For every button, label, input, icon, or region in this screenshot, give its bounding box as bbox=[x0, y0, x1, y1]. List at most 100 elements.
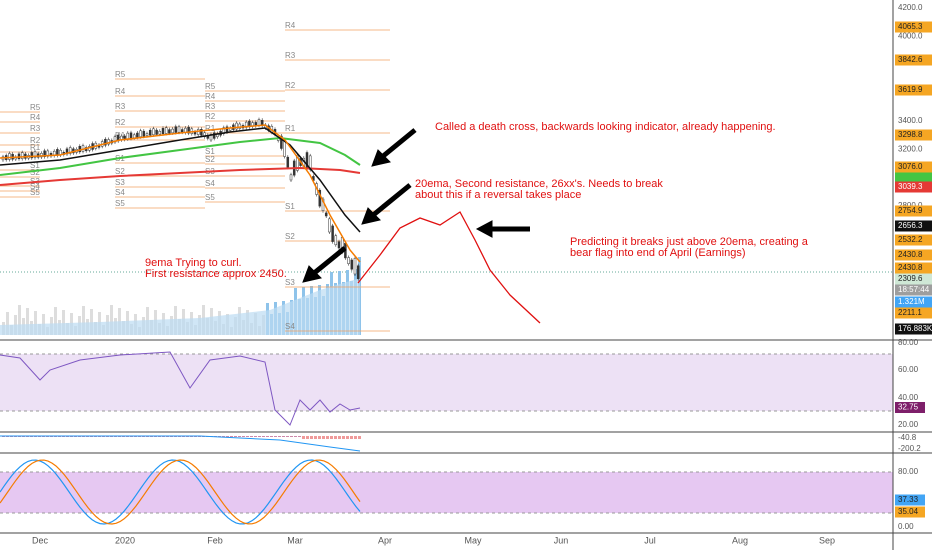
macd-bar bbox=[282, 436, 285, 437]
rsi-tick: 40.00 bbox=[898, 393, 919, 402]
pivot-label: R2 bbox=[205, 112, 216, 121]
time-tick: 2020 bbox=[115, 535, 135, 545]
price-label: 3039.3 bbox=[898, 182, 923, 191]
prediction bbox=[357, 211, 541, 324]
ema-200 bbox=[0, 166, 361, 186]
volume-bar bbox=[18, 305, 21, 335]
macd-bar bbox=[306, 436, 309, 439]
pivot-label: S5 bbox=[205, 193, 215, 202]
macd-label: -200.2 bbox=[898, 444, 921, 453]
stoch-label-bg bbox=[895, 494, 925, 506]
price-label-bg bbox=[895, 273, 932, 285]
volume-bar bbox=[6, 312, 9, 335]
time-tick: Aug bbox=[732, 535, 748, 545]
macd-bar bbox=[246, 436, 249, 437]
pivot-label: R2 bbox=[115, 118, 126, 127]
candle bbox=[104, 138, 107, 146]
macd-bar bbox=[278, 436, 281, 437]
macd-bar bbox=[330, 436, 333, 439]
price-label-bg bbox=[895, 54, 932, 66]
pivots: R5R4R3R2R1S1S2S3S4S5R5R4R3R2R1S1S2S3S4S5… bbox=[0, 21, 390, 332]
pivot-label: S3 bbox=[285, 278, 295, 287]
candle bbox=[286, 156, 290, 168]
pivot-label: R3 bbox=[30, 124, 41, 133]
volume-bar bbox=[110, 305, 113, 335]
macd-bar bbox=[254, 436, 257, 437]
time-tick: Apr bbox=[378, 535, 392, 545]
candle bbox=[244, 121, 248, 128]
candle bbox=[350, 259, 354, 270]
macd bbox=[0, 435, 361, 452]
pivot-label: S1 bbox=[30, 161, 40, 170]
price-label-bg bbox=[895, 205, 932, 217]
pivot-label: S2 bbox=[115, 167, 125, 176]
pivot-label: R5 bbox=[205, 82, 216, 91]
price-label: 3076.0 bbox=[898, 162, 923, 171]
pivot-label: S5 bbox=[30, 188, 40, 197]
pivot-label: S4 bbox=[285, 322, 295, 331]
price-label-bg bbox=[895, 220, 932, 232]
price-label-bg bbox=[895, 129, 932, 141]
candle bbox=[148, 129, 152, 136]
candle bbox=[280, 135, 283, 149]
price-tick: 4000.0 bbox=[898, 31, 923, 40]
pivot-label: R5 bbox=[115, 70, 126, 79]
candle bbox=[129, 132, 133, 139]
volume bbox=[0, 257, 361, 335]
price-label-bg bbox=[895, 84, 932, 96]
pivot-label: R1 bbox=[205, 124, 216, 133]
macd-bar bbox=[298, 436, 301, 437]
candle bbox=[126, 132, 130, 140]
macd-bar bbox=[314, 436, 317, 439]
stoch-tick: 80.00 bbox=[898, 467, 919, 476]
price-tick: 3400.0 bbox=[898, 116, 923, 125]
price-label: 4065.3 bbox=[898, 22, 923, 31]
macd-bar bbox=[346, 436, 349, 439]
candle bbox=[200, 129, 203, 136]
time-tick: Jun bbox=[554, 535, 569, 545]
rsi-label-bg bbox=[895, 402, 925, 413]
time-tick: Jul bbox=[644, 535, 656, 545]
stoch-label: 35.04 bbox=[898, 507, 919, 516]
ema-9 bbox=[0, 124, 361, 263]
pivot-label: R4 bbox=[30, 113, 41, 122]
macd-bar bbox=[326, 436, 329, 439]
macd-bar bbox=[286, 436, 289, 437]
candle bbox=[8, 153, 11, 160]
price-label-bg bbox=[895, 323, 932, 335]
time-tick: Dec bbox=[32, 535, 49, 545]
candle bbox=[334, 235, 338, 246]
rsi-tick: 60.00 bbox=[898, 365, 919, 374]
candle bbox=[20, 152, 24, 159]
pivot-label: R2 bbox=[30, 136, 41, 145]
plot-bg bbox=[0, 0, 893, 550]
price-label: 2754.9 bbox=[898, 206, 923, 215]
price-label-bg bbox=[895, 181, 932, 193]
pivot-label: S4 bbox=[115, 188, 125, 197]
time-tick: May bbox=[464, 535, 482, 545]
candle bbox=[136, 132, 139, 138]
candle bbox=[139, 130, 142, 137]
stoch-tick: 0.00 bbox=[898, 522, 914, 531]
axes: 4200.0 4000.0 3400.0 3200.0 2800.0 4065.3 3842… bbox=[32, 3, 932, 545]
price-label-bg bbox=[895, 161, 932, 173]
macd-bar bbox=[234, 436, 237, 437]
price-label: 3619.9 bbox=[898, 85, 923, 94]
pivot-label: S2 bbox=[205, 155, 215, 164]
pivot-label: S2 bbox=[30, 168, 40, 177]
pivot-label: R1 bbox=[115, 131, 126, 140]
price-label: 2430.8 bbox=[898, 250, 923, 259]
macd-bar bbox=[222, 436, 225, 437]
pivot-label: R1 bbox=[30, 143, 41, 152]
stoch-d bbox=[0, 459, 361, 525]
macd-label: -40.8 bbox=[898, 433, 917, 442]
candle bbox=[177, 126, 181, 133]
candle bbox=[257, 119, 261, 126]
price-tick: 3200.0 bbox=[898, 144, 923, 153]
pivot-label: R4 bbox=[285, 21, 296, 30]
rsi-tick: 20.00 bbox=[898, 420, 919, 429]
candle bbox=[283, 140, 286, 157]
annotation: bear flag into end of April (Earnings) bbox=[570, 247, 746, 259]
price-label: 3842.6 bbox=[898, 55, 923, 64]
